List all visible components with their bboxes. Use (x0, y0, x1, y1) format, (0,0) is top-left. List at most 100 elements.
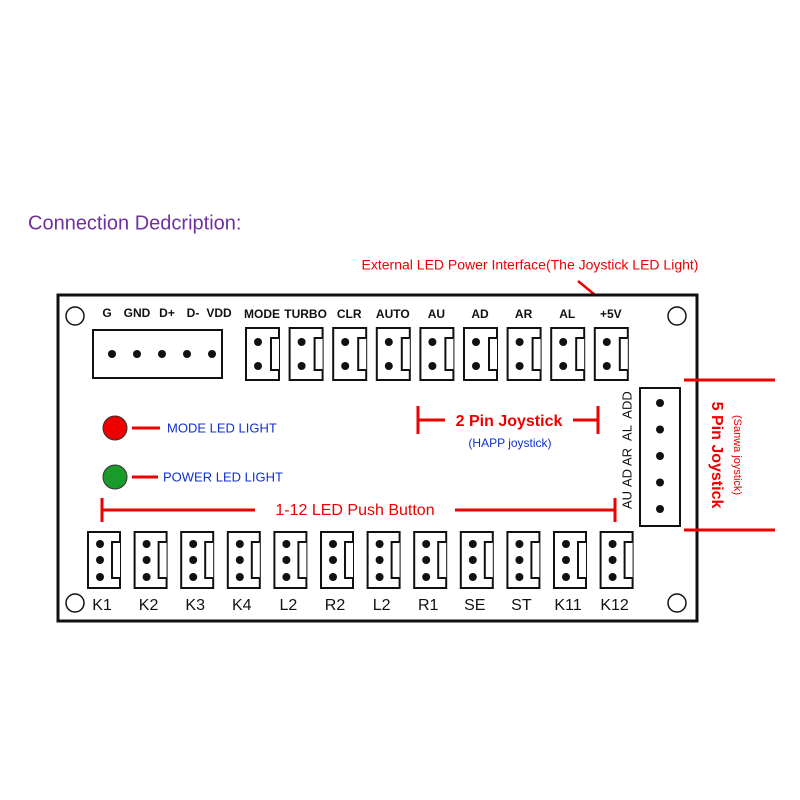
header-notch (344, 541, 353, 579)
joystick2-label: 2 Pin Joystick (456, 413, 563, 430)
pin (142, 540, 151, 548)
usb-pin-label: D- (187, 306, 200, 320)
usb-pin-label: GND (124, 306, 151, 320)
pin (468, 540, 477, 548)
pin (96, 540, 104, 548)
pin (341, 338, 350, 346)
pin (468, 573, 477, 581)
pin (515, 362, 524, 370)
header-notch (250, 541, 260, 579)
pin (375, 556, 384, 564)
pin (608, 540, 617, 548)
button-label: K1 (92, 597, 112, 614)
pin (254, 362, 262, 370)
pin (562, 556, 570, 564)
connector-label: AD (471, 307, 489, 321)
header-notch (618, 337, 628, 371)
pin (656, 478, 664, 487)
pin (282, 573, 291, 581)
external-label: External LED Power Interface(The Joystic… (362, 257, 699, 273)
button-label: K2 (139, 597, 159, 614)
connector-label: AL (559, 307, 575, 321)
title: Connection Dedcription: (28, 212, 241, 234)
pin (515, 573, 524, 581)
pin (428, 338, 437, 346)
mount-hole (65, 306, 85, 326)
button-label: K4 (232, 597, 252, 614)
pin (142, 556, 151, 564)
header-notch (488, 337, 497, 371)
header-notch (530, 541, 540, 579)
pin (282, 540, 291, 548)
pin (602, 362, 611, 370)
header-notch (483, 541, 493, 579)
pin (235, 573, 244, 581)
pin (254, 338, 262, 346)
header-notch (444, 337, 454, 371)
pin (189, 573, 198, 581)
header-notch (111, 541, 120, 579)
pin (375, 573, 384, 581)
pin (96, 573, 104, 581)
pin (656, 505, 664, 513)
pin (189, 540, 198, 548)
connector-label: CLR (337, 307, 362, 321)
pin (142, 573, 151, 581)
connector-label: MODE (244, 307, 280, 321)
buttons-label: 1-12 LED Push Button (275, 502, 434, 519)
header-notch (390, 541, 400, 579)
pin (428, 362, 437, 370)
button-label: K3 (185, 597, 205, 614)
pin (297, 362, 306, 370)
pin (341, 362, 350, 370)
joystick5-label: 5 Pin Joystick (708, 402, 725, 509)
connector-label: AUTO (376, 307, 410, 321)
pin (656, 399, 664, 407)
mode-led-label: MODE LED LIGHT (167, 420, 277, 435)
pin (422, 573, 431, 581)
pin (133, 350, 141, 358)
button-label: R2 (325, 597, 346, 614)
header-notch (400, 337, 410, 371)
pin (158, 350, 166, 358)
pin (235, 556, 244, 564)
bracket (684, 378, 775, 532)
pin (375, 540, 384, 548)
header-notch (313, 337, 323, 371)
button-label: L2 (373, 597, 391, 614)
header-notch (577, 541, 586, 579)
button-label: L2 (280, 597, 298, 614)
header-notch (204, 541, 214, 579)
generated: G GND D+ D- VDD MODE TURBO CLR AUTO AU AD AR AL +5V K1… (87, 306, 664, 614)
pin (559, 362, 568, 370)
joystick5-pin-label: AR (619, 448, 634, 466)
joystick5-pin-label: AU (619, 491, 634, 509)
button-label: K11 (554, 597, 581, 614)
joystick5-pin-label: ADD (619, 391, 634, 418)
label-bg (445, 410, 573, 432)
pin (384, 362, 393, 370)
header-notch (297, 541, 307, 579)
button-label: K12 (600, 597, 629, 614)
pin (384, 338, 393, 346)
joystick2-sub: (HAPP joystick) (468, 436, 551, 450)
header-notch (157, 541, 167, 579)
connector-label: AR (515, 307, 533, 321)
header-notch (437, 541, 447, 579)
pin (559, 338, 568, 346)
mode-led (102, 415, 128, 441)
pin (208, 350, 216, 358)
button-label: SE (464, 597, 485, 614)
usb-pin-label: D+ (159, 306, 175, 320)
pin (608, 573, 617, 581)
usb-pin-label: VDD (206, 306, 232, 320)
pin (515, 556, 524, 564)
pin (602, 338, 611, 346)
label-bg (255, 500, 455, 522)
pin (562, 573, 570, 581)
mount-hole (667, 306, 687, 326)
header-notch (623, 541, 633, 579)
pin (329, 573, 337, 581)
pin (656, 452, 664, 460)
